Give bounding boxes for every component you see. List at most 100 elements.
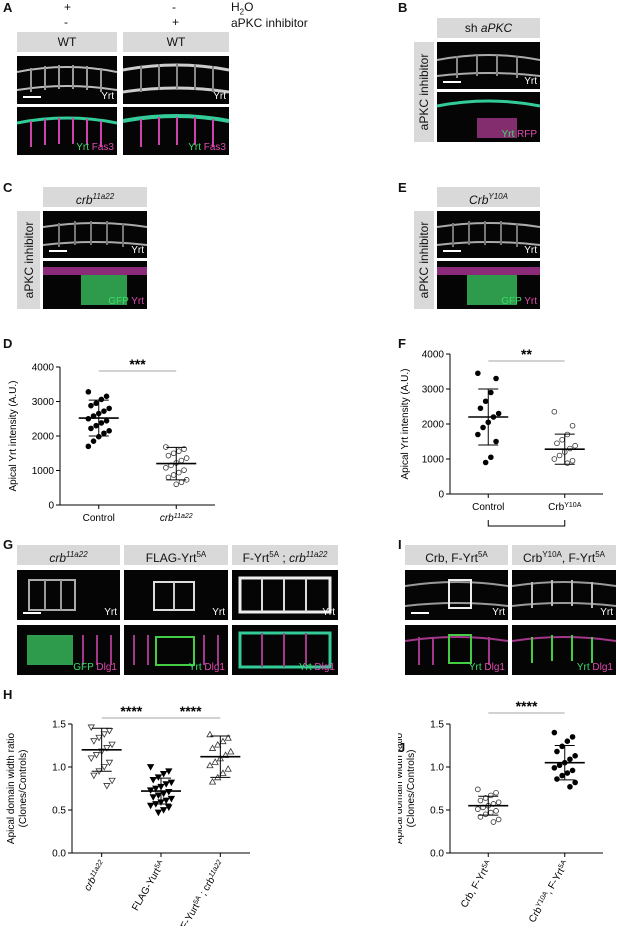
data-point — [572, 753, 578, 759]
inhibitor-mark-2: + — [172, 15, 180, 29]
channel-label: GFP Dlg1 — [73, 662, 117, 673]
panel-label-c: C — [3, 180, 13, 195]
data-point — [181, 446, 187, 452]
data-point — [176, 448, 182, 454]
y-tick-label: 1.5 — [52, 720, 66, 731]
channel-label: Yrt Dlg1 — [298, 662, 335, 673]
data-point — [219, 737, 227, 745]
data-point — [477, 405, 484, 412]
data-point — [106, 405, 112, 412]
b-header: sh aPKC — [437, 18, 540, 38]
panel-label-j: J — [398, 740, 406, 755]
data-point — [93, 422, 99, 429]
data-point — [567, 756, 573, 763]
i-micrograph-1-merge: Yrt Dlg1 — [405, 625, 508, 675]
y-tick-label: 2000 — [32, 432, 55, 443]
data-point — [98, 420, 105, 426]
inhibitor-label: aPKC inhibitor — [231, 16, 308, 30]
data-point — [167, 795, 176, 803]
data-point — [170, 450, 177, 457]
y-tick-label: 4000 — [422, 350, 445, 361]
data-point — [490, 819, 497, 825]
chart-h: 0.0 0.5 1.0 1.5 Apical domain width ratio (Cl… — [6, 703, 250, 926]
data-point — [559, 772, 565, 779]
panel-label-a: A — [3, 0, 13, 15]
y-tick-label: 0 — [48, 501, 54, 512]
a-micrograph-wt-inhibitor-merge: Yrt Fas3 — [123, 107, 229, 155]
data-point — [100, 731, 108, 738]
y-tick-label: 2000 — [422, 420, 445, 431]
data-point — [173, 481, 180, 488]
data-point — [224, 765, 232, 772]
data-point — [106, 428, 112, 434]
scale-bar — [411, 612, 429, 614]
cell-outline-image — [17, 65, 117, 92]
data-point — [85, 389, 92, 395]
data-point — [493, 438, 499, 445]
g-micrograph-3-merge: Yrt Dlg1 — [232, 625, 338, 675]
data-point — [211, 758, 219, 765]
x-tick-label: Control — [472, 502, 504, 513]
data-point — [569, 422, 576, 429]
i-micrograph-2-yrt: Yrt — [512, 570, 616, 620]
data-point — [154, 809, 163, 817]
data-point — [564, 770, 571, 776]
data-point — [163, 464, 169, 471]
h2o-mark-2: - — [172, 0, 176, 14]
a-micrograph-wt-h2o-merge: Yrt Fas3 — [17, 107, 117, 155]
x-tick-label: Control — [83, 513, 115, 524]
data-point — [103, 393, 110, 400]
g-micrograph-3-yrt: Yrt — [232, 570, 338, 620]
y-axis-label: (Clones/Controls) — [18, 750, 29, 828]
g-header-3: F-Yrt5A ; crb11a22 — [232, 545, 338, 565]
data-point — [572, 779, 578, 786]
y-axis-label: (Clones/Controls) — [406, 750, 417, 828]
data-point — [90, 772, 98, 780]
channel-label: Yrt Dlg1 — [188, 662, 225, 673]
data-point — [493, 375, 499, 382]
i-header-2: CrbY10A, F-Yrt5A — [512, 545, 616, 565]
y-tick-label: 0.5 — [430, 806, 444, 817]
y-tick-label: 1.0 — [52, 763, 66, 774]
b-micrograph-yrt: Yrt — [437, 42, 540, 89]
data-point — [90, 438, 97, 444]
chart-f: 0 1000 2000 3000 4000 Apical Yrt intensity (A… — [400, 346, 603, 530]
x-tick-label: CrbY10A — [548, 502, 582, 514]
data-point — [100, 764, 108, 771]
data-point — [165, 804, 173, 812]
data-point — [488, 792, 494, 799]
data-point — [152, 785, 160, 793]
data-point — [495, 816, 502, 823]
data-point — [103, 783, 111, 790]
data-point — [569, 734, 576, 740]
y-tick-label: 1.0 — [430, 763, 444, 774]
g-header-1: crb11a22 — [17, 545, 120, 565]
data-point — [475, 806, 481, 812]
data-point — [475, 370, 481, 377]
data-point — [551, 408, 558, 415]
data-point — [559, 743, 565, 750]
data-point — [159, 807, 168, 814]
data-point — [224, 734, 232, 741]
y-tick-label: 1000 — [32, 466, 55, 477]
y-tick-label: 0 — [438, 490, 444, 501]
data-point — [551, 765, 558, 771]
inhibitor-mark-1: - — [64, 15, 68, 29]
data-point — [87, 755, 95, 763]
data-point — [178, 457, 185, 464]
merge-image — [238, 631, 332, 669]
c-micrograph-yrt: Yrt — [43, 211, 147, 258]
data-point — [477, 797, 484, 804]
scale-bar — [23, 612, 41, 614]
channel-label: Yrt — [600, 607, 613, 618]
data-point — [178, 479, 185, 486]
data-point — [87, 724, 95, 732]
y-tick-label: 0.0 — [52, 849, 66, 860]
data-point — [108, 741, 116, 749]
data-point — [167, 779, 176, 787]
a-micrograph-wt-h2o-yrt: Yrt — [17, 56, 117, 104]
data-point — [103, 418, 110, 424]
channel-label: Yrt Dlg1 — [468, 662, 505, 673]
y-tick-label: 0.0 — [430, 849, 444, 860]
data-point — [551, 456, 558, 462]
